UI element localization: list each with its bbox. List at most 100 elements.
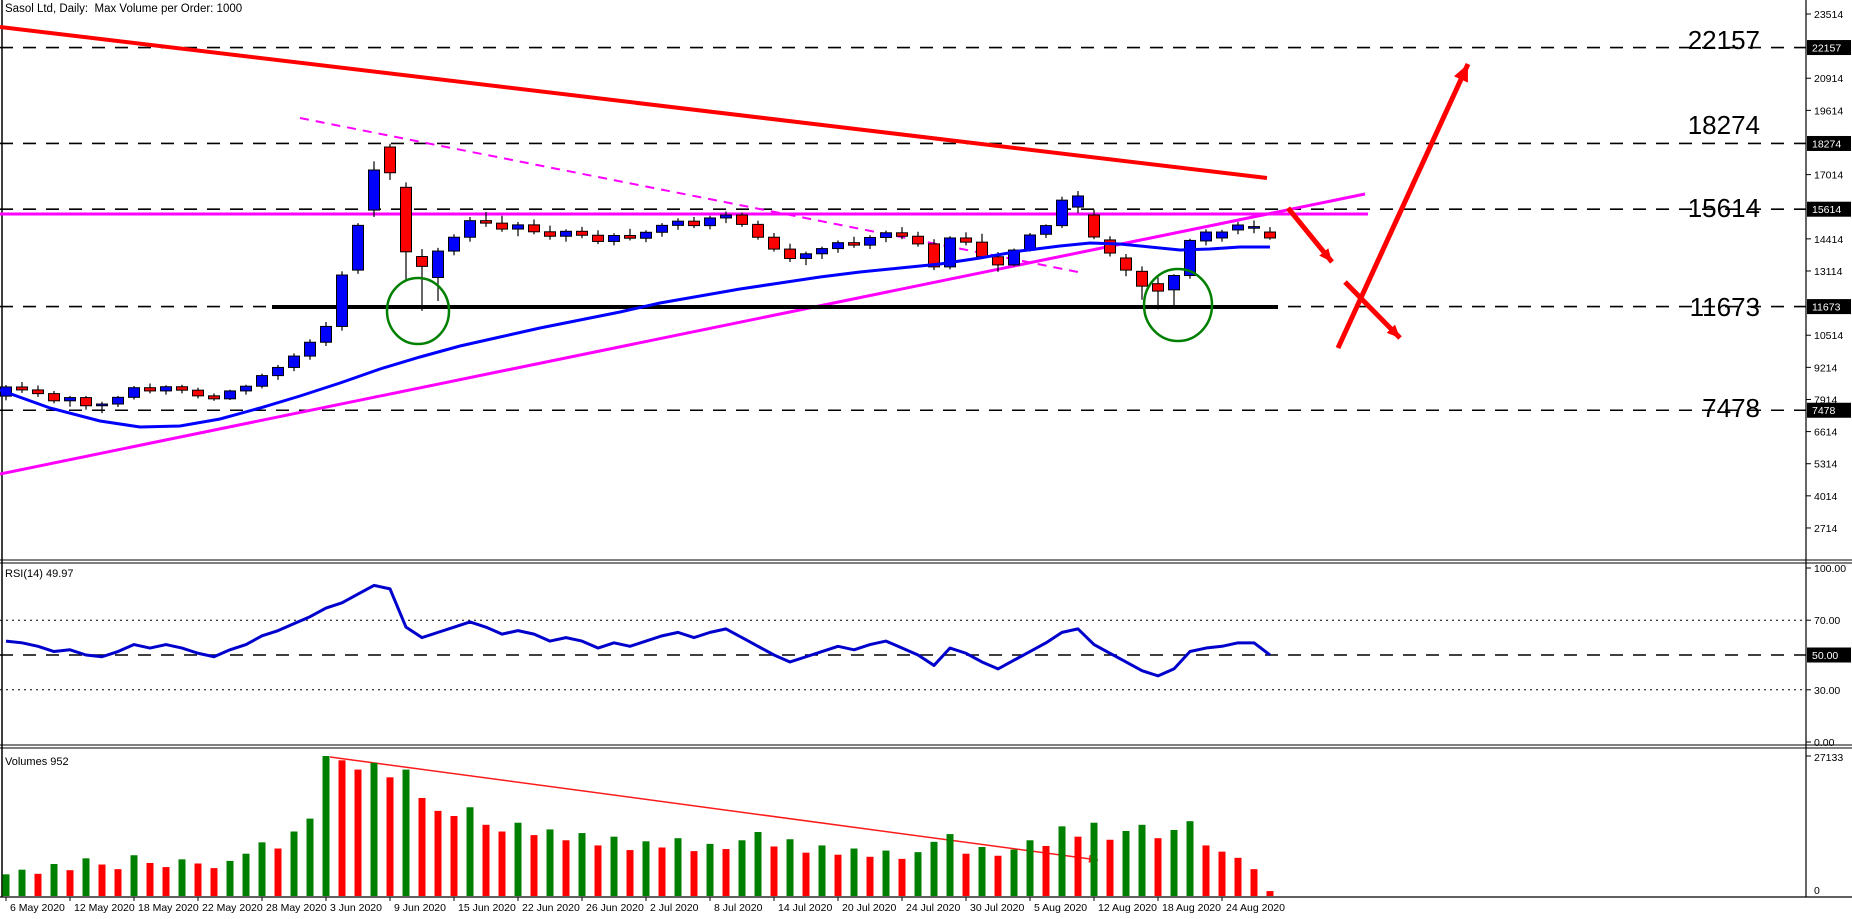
- projection-arrow-up-head: [1453, 64, 1468, 83]
- candle-body: [400, 186, 412, 253]
- price-boxed-label: 7478: [1812, 405, 1836, 417]
- candle-body: [512, 224, 524, 230]
- price-level-big-label: 18274: [1687, 110, 1760, 140]
- time-axis-area[interactable]: [0, 897, 1852, 919]
- volume-max-label: 27133: [1814, 752, 1843, 764]
- volume-bar: [338, 760, 346, 896]
- volume-bar: [706, 843, 714, 896]
- rsi-boxed-label: 50.00: [1812, 650, 1838, 662]
- rsi-tick-label: 0.00: [1814, 737, 1835, 749]
- rsi-tick-label: 30.00: [1814, 685, 1840, 697]
- date-tick-label: 24 Aug 2020: [1226, 902, 1285, 914]
- candle-body: [128, 387, 140, 398]
- price-tick-label: 17014: [1814, 170, 1843, 182]
- date-tick-label: 18 Aug 2020: [1162, 902, 1221, 914]
- volume-bar: [322, 756, 330, 896]
- chart-title: Sasol Ltd, Daily: Max Volume per Order: …: [5, 3, 243, 15]
- volume-bar: [498, 831, 506, 896]
- resistance-trendline-red[interactable]: [0, 25, 1268, 180]
- price-boxed-label-bg: [1807, 201, 1851, 217]
- candle-body: [1072, 195, 1084, 208]
- candle-body: [912, 235, 924, 245]
- candle-body: [800, 253, 812, 259]
- candle-body: [304, 341, 316, 357]
- volume-bar: [530, 835, 538, 896]
- candle-body: [1264, 231, 1276, 239]
- candle-body: [848, 242, 860, 246]
- candle-body: [1008, 249, 1020, 266]
- volume-bar: [850, 848, 858, 896]
- volume-bar: [178, 859, 186, 896]
- candle-body: [672, 220, 684, 226]
- volume-bar: [226, 860, 234, 896]
- volume-bar: [1154, 838, 1162, 896]
- volume-bar: [1266, 891, 1274, 896]
- volume-bar: [642, 841, 650, 896]
- date-tick-label: 20 Jul 2020: [842, 902, 896, 914]
- price-tick-label: 10514: [1814, 330, 1843, 342]
- volume-bar: [274, 848, 282, 896]
- volume-trendline-red[interactable]: [329, 756, 1099, 861]
- volume-panel-plot[interactable]: [0, 751, 1806, 896]
- date-tick-label: 30 Jul 2020: [970, 902, 1024, 914]
- candle-body: [768, 236, 780, 250]
- candle-body: [928, 243, 940, 268]
- candle-body: [176, 386, 188, 391]
- price-level-big-label: 7478: [1702, 393, 1760, 423]
- price-tick-label: 5314: [1814, 459, 1838, 471]
- price-boxed-label-bg: [1807, 299, 1851, 315]
- candle-body: [944, 237, 956, 268]
- price-boxed-label: 11673: [1812, 302, 1841, 314]
- volume-bar: [962, 853, 970, 896]
- candle-body: [96, 403, 108, 407]
- volume-min-label: 0: [1814, 885, 1820, 897]
- volumes-indicator-label: Volumes 952: [5, 756, 69, 768]
- volume-bar: [114, 869, 122, 896]
- candle-body: [32, 389, 44, 395]
- volume-bar: [290, 831, 298, 896]
- moving-average-line[interactable]: [0, 241, 1270, 429]
- volume-bar: [1122, 830, 1130, 896]
- volume-bar: [258, 842, 266, 896]
- price-level-big-label: 11673: [1689, 292, 1760, 322]
- candle-body: [320, 325, 332, 343]
- price-boxed-label-bg: [1807, 402, 1851, 418]
- date-tick-label: 15 Jun 2020: [458, 902, 516, 914]
- volume-bar: [18, 869, 26, 896]
- candle-body: [1184, 239, 1196, 277]
- volume-bar: [418, 797, 426, 896]
- date-tick-label: 5 Aug 2020: [1034, 902, 1087, 914]
- date-tick-label: 14 Jul 2020: [778, 902, 832, 914]
- candle-body: [192, 389, 204, 397]
- candle-body: [864, 236, 876, 246]
- price-boxed-label: 22157: [1812, 43, 1841, 55]
- volume-bar: [34, 873, 42, 896]
- volume-bar: [674, 838, 682, 896]
- rsi-panel-plot[interactable]: [0, 565, 1806, 742]
- volume-bar: [1010, 849, 1018, 896]
- volume-bar: [994, 855, 1002, 896]
- candle-body: [960, 237, 972, 243]
- volume-bar: [786, 839, 794, 896]
- main-chart-plot[interactable]: [0, 0, 1806, 560]
- price-axis-area[interactable]: [1806, 0, 1852, 897]
- price-tick-label: 14414: [1814, 234, 1843, 246]
- volume-bar: [914, 852, 922, 896]
- volume-bar: [882, 850, 890, 896]
- volume-bar: [1250, 869, 1258, 896]
- candle-body: [752, 223, 764, 238]
- projection-arrow-down-2[interactable]: [1343, 280, 1402, 340]
- candle-body: [576, 230, 588, 236]
- candle-body: [624, 234, 636, 239]
- ascending-trendline-magenta[interactable]: [0, 192, 1366, 476]
- date-tick-label: 26 Jun 2020: [586, 902, 644, 914]
- projection-arrow-up[interactable]: [1335, 62, 1471, 350]
- highlight-circle-june-low[interactable]: [385, 276, 451, 346]
- date-tick-label: 12 May 2020: [74, 902, 135, 914]
- volume-bar: [738, 840, 746, 896]
- highlight-circle-august-low[interactable]: [1142, 267, 1214, 343]
- candle-body: [160, 386, 172, 392]
- price-boxed-label-bg: [1807, 40, 1851, 56]
- candle-body: [1104, 239, 1116, 254]
